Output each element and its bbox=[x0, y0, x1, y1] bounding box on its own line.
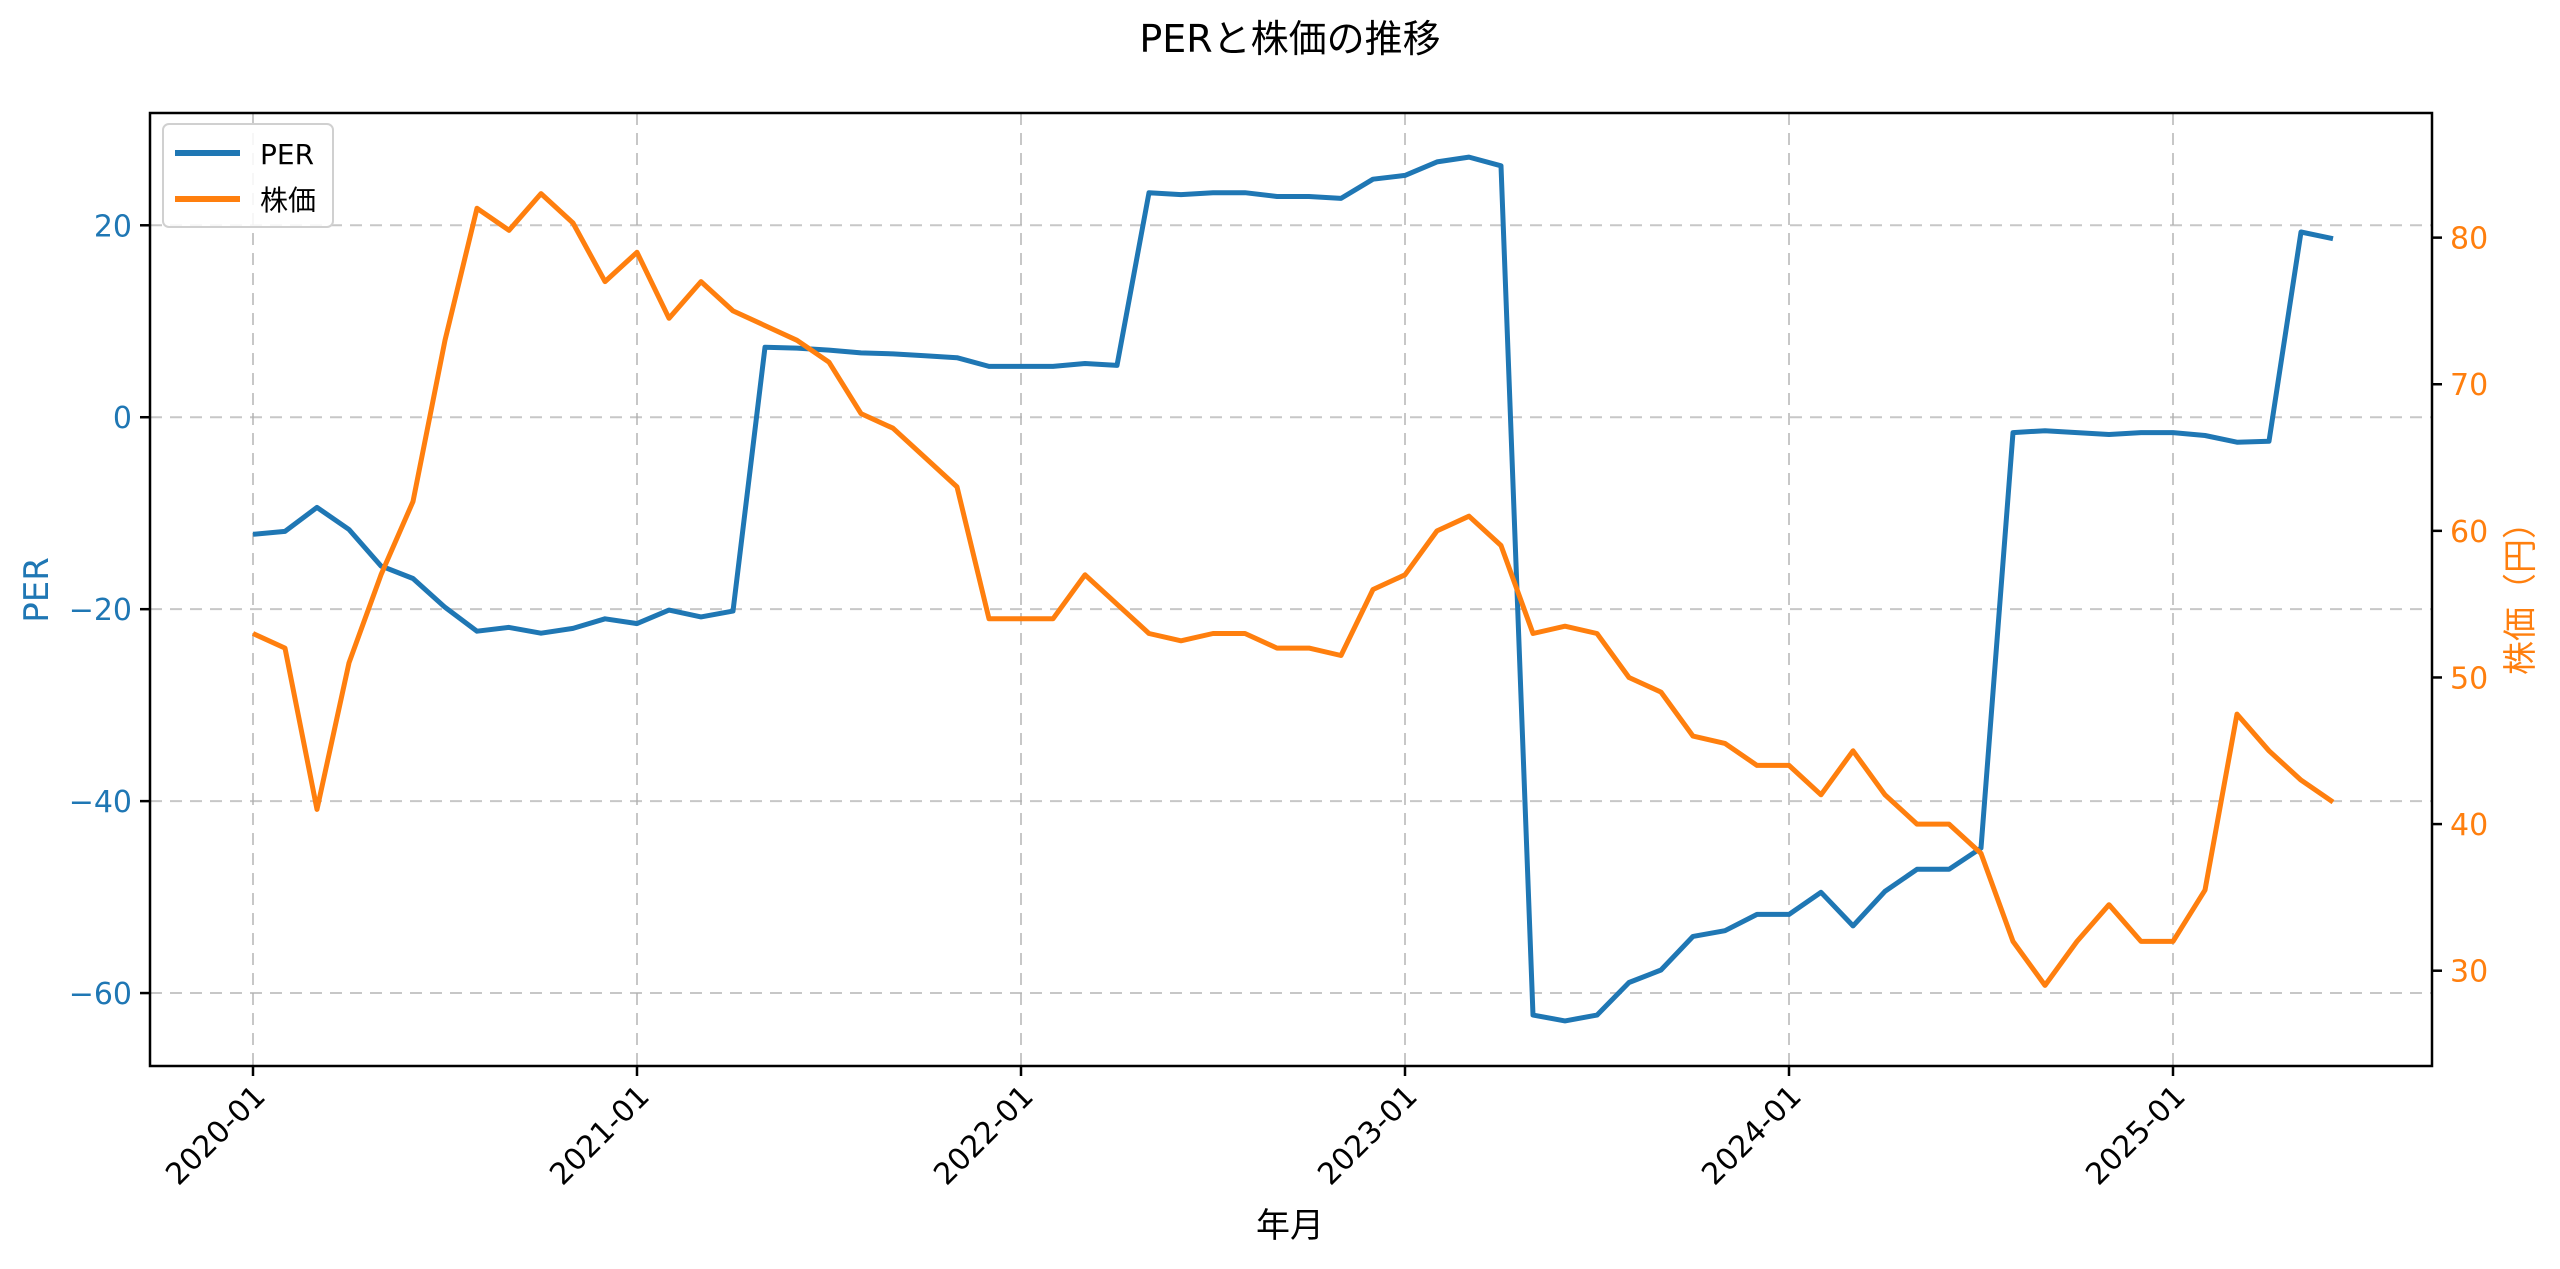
price-line bbox=[251, 191, 2335, 988]
chart-title: PERと株価の推移 bbox=[1139, 17, 1440, 61]
grid bbox=[150, 113, 2432, 1066]
y-left-tick-label: 20 bbox=[94, 209, 132, 244]
x-tick-label: 2025-01 bbox=[2079, 1079, 2192, 1192]
per-line bbox=[252, 154, 2334, 1024]
legend-per-label: PER bbox=[260, 138, 314, 171]
y-left-tick-label: 0 bbox=[113, 401, 132, 436]
legend: PER 株価 bbox=[162, 123, 334, 228]
y-right-tick-label: 80 bbox=[2450, 222, 2488, 257]
x-tick-label: 2022-01 bbox=[927, 1079, 1040, 1192]
y-right-tick-label: 50 bbox=[2450, 661, 2488, 696]
y-axis-right-label: 株価（円） bbox=[2501, 505, 2541, 675]
x-tick-label: 2020-01 bbox=[159, 1079, 272, 1192]
plot-area bbox=[251, 154, 2335, 1024]
x-tick-label: 2021-01 bbox=[543, 1079, 656, 1192]
y-right-tick-label: 70 bbox=[2450, 368, 2488, 403]
axes-ticks: −60 −40 −20 0 20 30 40 50 60 70 80 2020-01 2021-01 20… bbox=[69, 209, 2489, 1192]
x-tick-label: 2024-01 bbox=[1695, 1079, 1808, 1192]
y-axis-left-label: PER bbox=[17, 557, 57, 623]
y-right-tick-label: 40 bbox=[2450, 808, 2488, 843]
legend-price-label: 株価 bbox=[260, 184, 316, 217]
y-right-tick-label: 30 bbox=[2450, 955, 2488, 990]
y-left-tick-label: −40 bbox=[69, 785, 132, 820]
y-right-tick-label: 60 bbox=[2450, 515, 2488, 550]
x-axis-label: 年月 bbox=[1256, 1206, 1324, 1246]
x-tick-label: 2023-01 bbox=[1311, 1079, 1424, 1192]
plot-frame bbox=[148, 111, 2434, 1068]
y-left-tick-label: −20 bbox=[69, 593, 132, 628]
y-left-tick-label: −60 bbox=[69, 977, 132, 1012]
